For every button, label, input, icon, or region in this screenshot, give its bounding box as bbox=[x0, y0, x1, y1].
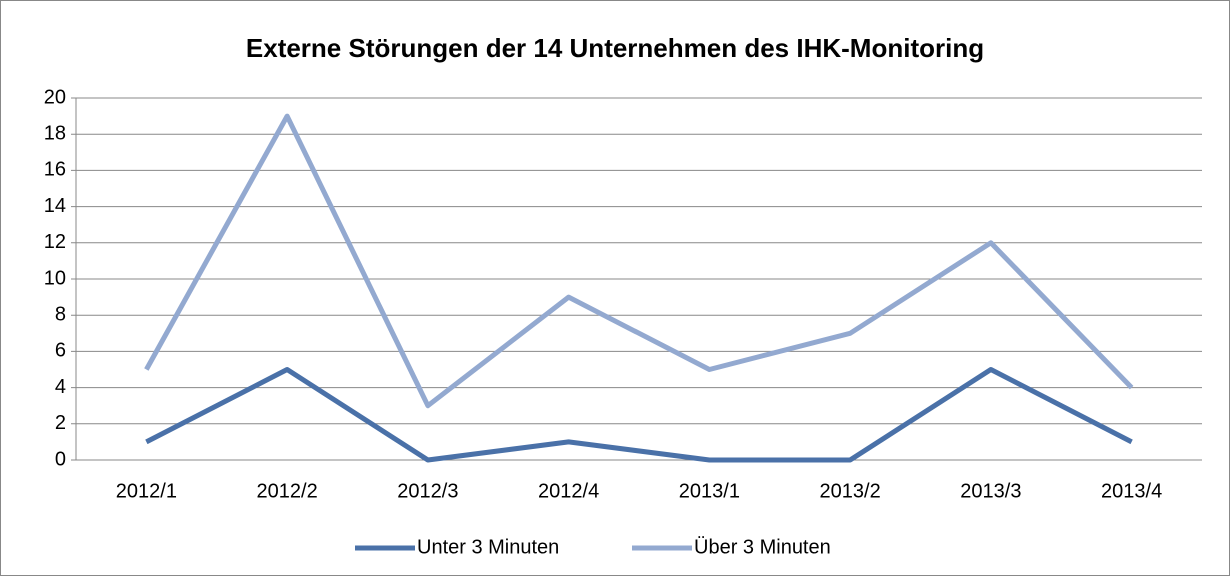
y-tick-label: 12 bbox=[44, 231, 66, 253]
x-tick-label: 2012/1 bbox=[116, 480, 177, 502]
x-tick-label: 2012/2 bbox=[257, 480, 318, 502]
y-tick-label: 0 bbox=[55, 448, 66, 470]
y-tick-label: 2 bbox=[55, 412, 66, 434]
y-tick-label: 18 bbox=[44, 122, 66, 144]
x-tick-label: 2013/3 bbox=[960, 480, 1021, 502]
x-tick-label: 2012/3 bbox=[397, 480, 458, 502]
y-tick-label: 4 bbox=[55, 376, 66, 398]
x-tick-label: 2013/2 bbox=[820, 480, 881, 502]
y-tick-label: 16 bbox=[44, 159, 66, 181]
x-tick-label: 2012/4 bbox=[538, 480, 599, 502]
line-series bbox=[145, 367, 1133, 463]
y-tick-label: 6 bbox=[55, 340, 66, 362]
y-tick-label: 14 bbox=[44, 195, 66, 217]
chart-title: Externe Störungen der 14 Unternehmen des… bbox=[246, 33, 984, 63]
x-tick-label: 2013/4 bbox=[1101, 480, 1162, 502]
y-tick-label: 20 bbox=[44, 86, 66, 108]
y-tick-label: 8 bbox=[55, 303, 66, 325]
x-tick-label: 2013/1 bbox=[679, 480, 740, 502]
legend-label: Unter 3 Minuten bbox=[417, 536, 559, 558]
legend-label: Über 3 Minuten bbox=[694, 536, 831, 558]
y-tick-label: 10 bbox=[44, 267, 66, 289]
line-series bbox=[144, 113, 1134, 409]
